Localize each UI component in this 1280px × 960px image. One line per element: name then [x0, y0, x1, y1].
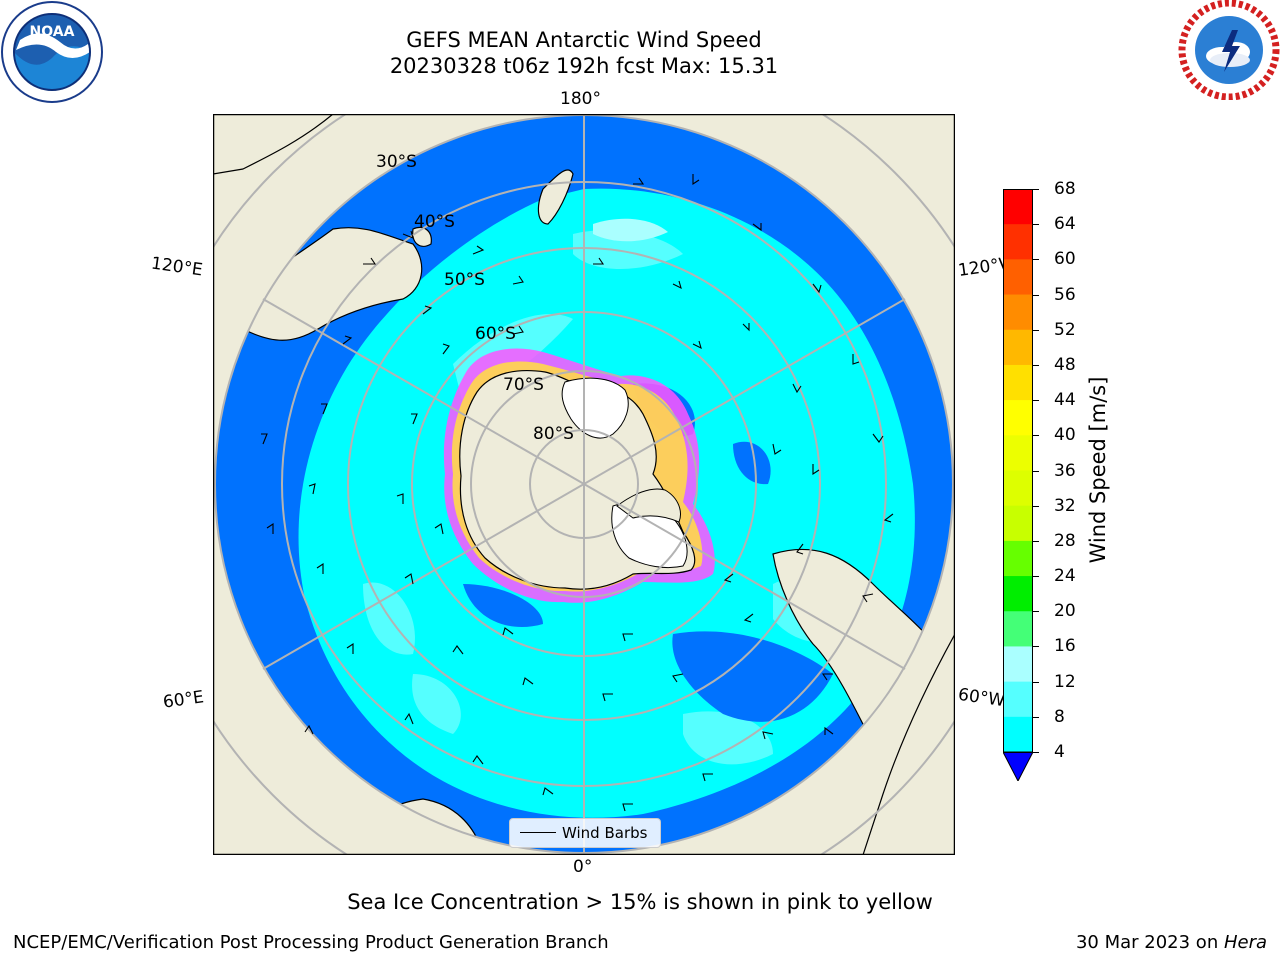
footer-host: Hera [1223, 932, 1267, 953]
colorbar-block [1003, 540, 1033, 577]
wind-field-16-20 [593, 218, 668, 242]
lon-label-180: 180° [560, 89, 601, 109]
lat-label-30s: 30°S [376, 152, 417, 172]
lon-label-120e: 120°E [149, 253, 204, 281]
colorbar-block [1003, 294, 1033, 331]
lon-label-0: 0° [573, 857, 593, 877]
colorbar-tick-mark [1033, 470, 1039, 472]
colorbar-tick-label: 24 [1054, 566, 1076, 587]
colorbar-tick-mark [1033, 224, 1039, 226]
lon-label-60e: 60°E [161, 687, 206, 713]
colorbar-tick-label: 12 [1054, 671, 1076, 692]
legend-label: Wind Barbs [562, 824, 648, 842]
colorbar-tick-mark [1033, 646, 1039, 648]
chart-title: GEFS MEAN Antarctic Wind Speed [406, 28, 762, 52]
ross-ice-shelf [561, 377, 629, 439]
colorbar-tick-label: 56 [1054, 284, 1076, 305]
colorbar-tick-label: 52 [1054, 319, 1076, 340]
colorbar-tick-label: 64 [1054, 214, 1076, 235]
colorbar-tick-mark [1033, 716, 1039, 718]
colorbar-under-arrow [1002, 751, 1034, 783]
colorbar-block [1003, 259, 1033, 296]
colorbar-tick-mark [1033, 752, 1039, 753]
lon-label-60w: 60°W [956, 684, 1007, 712]
national-weather-service-logo [1178, 0, 1280, 101]
footer-date-text: 30 Mar 2023 on [1075, 932, 1224, 953]
colorbar-block [1003, 329, 1033, 366]
colorbar-tick-label: 16 [1054, 636, 1076, 657]
colorbar-block [1003, 681, 1033, 718]
colorbar-block [1003, 364, 1033, 401]
colorbar-tick-mark [1033, 611, 1039, 613]
colorbar-tick-label: 40 [1054, 425, 1076, 446]
colorbar-tick-mark [1033, 681, 1039, 683]
lat-label-80s: 80°S [533, 424, 574, 444]
colorbar-block [1003, 224, 1033, 260]
colorbar-tick-label: 32 [1054, 495, 1076, 516]
colorbar-tick-mark [1033, 364, 1039, 366]
colorbar-block [1003, 611, 1033, 647]
colorbar-tick-mark [1033, 294, 1039, 296]
colorbar-block [1003, 470, 1033, 507]
noaa-logo: NOAA [0, 0, 104, 104]
colorbar-tick-mark [1033, 259, 1039, 261]
colorbar [1002, 189, 1034, 783]
lat-label-70s: 70°S [503, 375, 544, 395]
colorbar-tick-mark [1033, 505, 1039, 507]
wind-barb-legend-line [520, 832, 556, 833]
antarctic-peninsula [616, 488, 681, 523]
sea-ice-note: Sea Ice Concentration > 15% is shown in … [347, 890, 933, 914]
australia [215, 227, 423, 341]
footer-producer: NCEP/EMC/Verification Post Processing Pr… [13, 932, 609, 953]
colorbar-tick-mark [1033, 435, 1039, 437]
colorbar-block [1003, 646, 1033, 683]
colorbar-block [1003, 435, 1033, 471]
colorbar-tick-label: 48 [1054, 354, 1076, 375]
colorbar-block [1003, 189, 1033, 225]
wind-barbs [261, 174, 894, 812]
colorbar-tick-label: 36 [1054, 460, 1076, 481]
colorbar-tick-mark [1033, 400, 1039, 402]
colorbar-tick-label: 20 [1054, 601, 1076, 622]
colorbar-block [1003, 576, 1033, 612]
forecast-info: 20230328 t06z 192h fcst Max: 15.31 [389, 54, 779, 78]
colorbar-tick-mark [1033, 540, 1039, 542]
colorbar-tick-label: 60 [1054, 249, 1076, 270]
lat-label-50s: 50°S [444, 270, 485, 290]
colorbar-tick-mark [1033, 189, 1039, 190]
colorbar-tick-label: 68 [1054, 179, 1076, 199]
colorbar-tick-mark [1033, 576, 1039, 578]
footer-date: 30 Mar 2023 on Hera [1076, 932, 1267, 953]
colorbar-title: Wind Speed [m/s] [1086, 376, 1110, 564]
colorbar-block [1003, 505, 1033, 542]
lat-label-60s: 60°S [475, 324, 516, 344]
colorbar-tick-label: 4 [1054, 742, 1065, 762]
lat-label-40s: 40°S [414, 212, 455, 232]
colorbar-block [1003, 400, 1033, 436]
map-legend: Wind Barbs [509, 818, 661, 848]
graticule [213, 114, 955, 855]
colorbar-block [1003, 716, 1033, 753]
colorbar-tick-label: 8 [1054, 706, 1065, 727]
colorbar-blocks [1003, 189, 1033, 753]
map-panel [213, 114, 955, 855]
colorbar-tick-label: 28 [1054, 530, 1076, 551]
colorbar-tick-mark [1033, 329, 1039, 331]
noaa-logo-text: NOAA [30, 24, 75, 40]
colorbar-tick-label: 44 [1054, 390, 1076, 411]
